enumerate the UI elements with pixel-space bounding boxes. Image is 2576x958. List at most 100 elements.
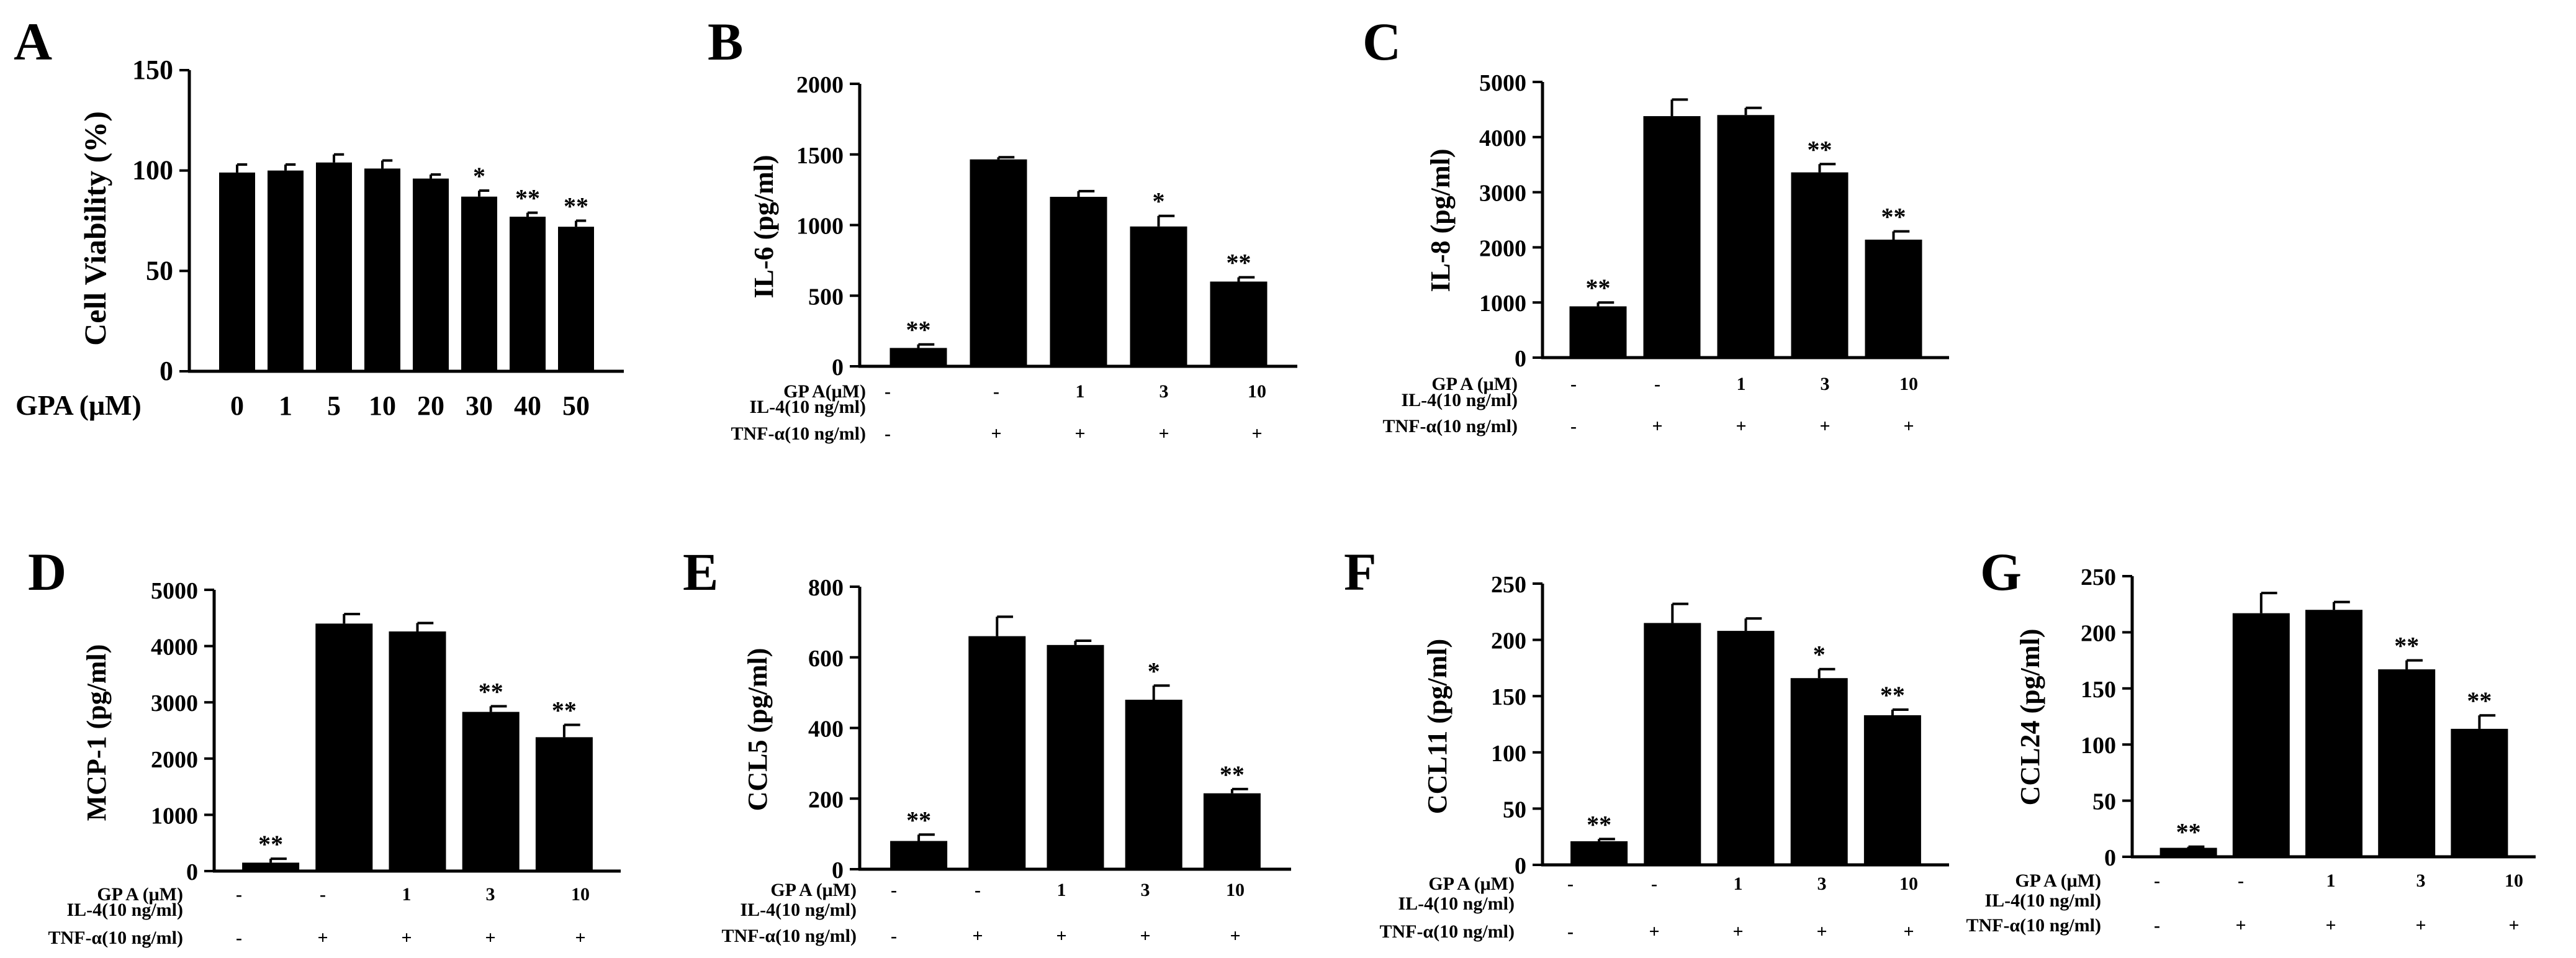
bar xyxy=(1791,172,1849,358)
treatment-value: - xyxy=(2154,870,2160,891)
significance-marker: ** xyxy=(1880,681,1905,709)
treatment-value: 3 xyxy=(1821,374,1830,394)
significance-marker: ** xyxy=(1227,249,1251,277)
treatment-value: 10 xyxy=(1226,880,1245,900)
significance-marker: ** xyxy=(1808,135,1832,163)
bar xyxy=(1050,197,1107,366)
treatment-value: 1 xyxy=(402,884,412,905)
treatment-value: 3 xyxy=(1817,874,1827,894)
y-tick-label: 250 xyxy=(2081,564,2116,590)
y-tick-label: 50 xyxy=(146,255,173,286)
bar xyxy=(1790,678,1848,865)
bar xyxy=(1717,115,1775,358)
treatment-label: TNF-α(10 ng/ml) xyxy=(48,928,183,948)
significance-marker: * xyxy=(1153,188,1165,215)
treatment-value: + xyxy=(2325,915,2336,936)
significance-marker: ** xyxy=(2467,687,2492,715)
treatment-value: + xyxy=(2508,915,2519,936)
y-tick-label: 50 xyxy=(1503,797,1526,823)
bar xyxy=(968,636,1026,869)
treatment-label: TNF-α(10 ng/ml) xyxy=(1382,416,1518,436)
x-tick-label: 10 xyxy=(369,391,396,421)
panel-letter: B xyxy=(708,12,743,71)
y-tick-label: 200 xyxy=(808,787,844,813)
x-tick-label: 30 xyxy=(466,391,493,421)
bar xyxy=(1863,715,1921,865)
treatment-value: + xyxy=(1732,921,1743,942)
significance-marker: ** xyxy=(906,806,931,834)
panel-letter: G xyxy=(1980,542,2022,602)
treatment-label: GP A (μM) xyxy=(2015,870,2101,891)
treatment-label: GP A(μM) xyxy=(783,381,866,402)
treatment-value: + xyxy=(1816,921,1827,942)
significance-marker: ** xyxy=(552,696,577,724)
bar xyxy=(1644,623,1701,865)
bar xyxy=(1865,239,1922,358)
treatment-value: + xyxy=(2235,915,2246,936)
bar xyxy=(389,631,446,871)
bar xyxy=(242,862,300,871)
bar xyxy=(2232,613,2290,857)
treatment-value: + xyxy=(1903,416,1914,436)
y-tick-label: 1000 xyxy=(151,803,198,829)
bar xyxy=(970,159,1027,366)
treatment-label: TNF-α(10 ng/ml) xyxy=(1966,915,2101,936)
treatment-value: 1 xyxy=(1734,874,1743,894)
significance-marker: ** xyxy=(258,830,283,858)
y-tick-label: 0 xyxy=(832,857,844,883)
y-axis-label: CCL5 (pg/ml) xyxy=(742,648,773,811)
y-tick-label: 0 xyxy=(186,859,198,885)
treatment-label: GP A (μM) xyxy=(97,884,183,905)
y-tick-label: 600 xyxy=(808,646,844,672)
y-axis-label: IL-6 (pg/ml) xyxy=(749,155,779,299)
treatment-value: + xyxy=(1649,921,1659,942)
significance-marker: ** xyxy=(906,316,931,344)
y-tick-label: 4000 xyxy=(151,635,198,661)
treatment-value: - xyxy=(236,884,242,905)
y-tick-label: 500 xyxy=(808,284,844,310)
treatment-value: - xyxy=(236,928,242,948)
treatment-value: - xyxy=(320,884,326,905)
y-axis-label: Cell Viability (%) xyxy=(78,111,112,346)
bar xyxy=(364,168,400,371)
bar xyxy=(1210,281,1268,366)
bar xyxy=(1570,841,1628,865)
bar xyxy=(889,348,947,366)
treatment-value: - xyxy=(2238,870,2244,891)
significance-marker: * xyxy=(1148,657,1160,685)
significance-marker: * xyxy=(473,162,485,190)
x-axis-label: GPA (μM) xyxy=(16,389,142,421)
y-axis-label: IL-8 (pg/ml) xyxy=(1425,149,1456,292)
x-tick-label: 1 xyxy=(279,391,292,421)
y-tick-label: 800 xyxy=(808,575,844,601)
y-tick-label: 0 xyxy=(2104,845,2116,871)
treatment-value: + xyxy=(1056,926,1066,946)
treatment-label: IL-4(10 ng/ml) xyxy=(67,900,184,920)
treatment-value: + xyxy=(991,423,1001,444)
bar xyxy=(1125,700,1182,869)
panel-letter: E xyxy=(683,542,718,602)
treatment-value: - xyxy=(2154,915,2160,936)
bar xyxy=(219,172,255,371)
treatment-value: + xyxy=(401,928,412,948)
x-tick-label: 0 xyxy=(230,391,244,421)
bar xyxy=(890,841,948,869)
y-tick-label: 2000 xyxy=(796,72,844,98)
treatment-value: - xyxy=(891,880,897,900)
y-tick-label: 3000 xyxy=(1479,181,1526,207)
significance-marker: ** xyxy=(2176,818,2201,846)
y-axis-label: CCL11 (pg/ml) xyxy=(1422,639,1452,814)
treatment-value: + xyxy=(2415,915,2426,936)
bar xyxy=(462,712,520,871)
significance-marker: ** xyxy=(479,678,503,706)
treatment-value: 3 xyxy=(2416,870,2426,891)
treatment-value: - xyxy=(1567,874,1574,894)
y-tick-label: 100 xyxy=(1491,741,1526,767)
panel-c: C 0 1000 2000 3000 4000 5000 IL-8 (pg/ml) ** ** **… xyxy=(1362,12,1949,436)
y-tick-label: 5000 xyxy=(1479,70,1526,96)
treatment-value: + xyxy=(1819,416,1830,436)
panel-d: D 0 1000 2000 3000 4000 5000 MCP-1 (pg/ml) ** ** *… xyxy=(28,542,621,948)
bar xyxy=(1643,116,1701,358)
y-tick-label: 150 xyxy=(132,55,173,85)
